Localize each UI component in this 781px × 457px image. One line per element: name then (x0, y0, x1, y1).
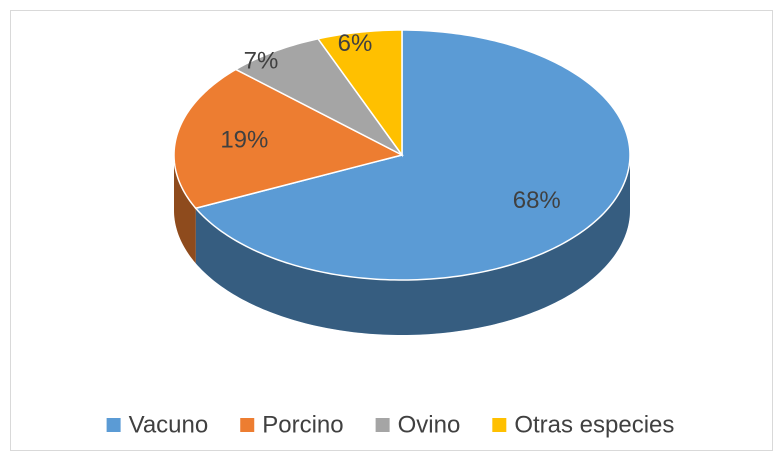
legend-label: Otras especies (514, 411, 674, 438)
legend-swatch (375, 418, 390, 432)
slice (234, 37, 403, 156)
slice-side (195, 155, 630, 335)
data-label: 19% (220, 127, 268, 154)
legend-label: Vacuno (129, 411, 209, 438)
slice-side (174, 155, 196, 264)
slice (194, 29, 631, 281)
legend-swatch (240, 418, 255, 432)
data-label: 7% (244, 47, 279, 74)
data-label: 68% (513, 187, 561, 214)
slice (173, 68, 405, 210)
slice-side-shade (174, 155, 196, 264)
legend-swatch (492, 418, 507, 432)
slice (316, 29, 403, 158)
legend-label: Porcino (262, 411, 343, 438)
slice-side-shade (195, 155, 630, 335)
legend-label: Ovino (398, 411, 461, 438)
data-label: 6% (338, 30, 373, 57)
legend-swatch (106, 418, 121, 432)
